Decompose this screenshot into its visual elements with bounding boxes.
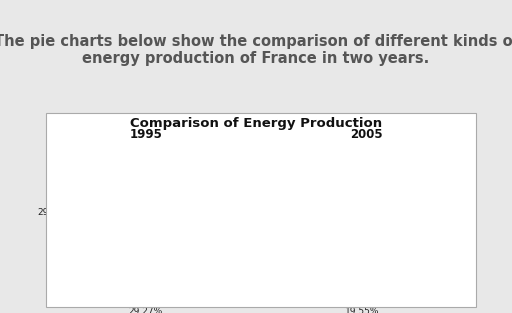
Wedge shape (146, 213, 210, 252)
Text: Petro
29.27%: Petro 29.27% (129, 296, 163, 313)
Text: Gas
29.63%: Gas 29.63% (37, 198, 72, 217)
Wedge shape (81, 213, 182, 280)
Wedge shape (146, 213, 201, 270)
Text: Other
9.10%: Other 9.10% (438, 203, 467, 223)
Text: Petro
19.55%: Petro 19.55% (346, 296, 380, 313)
Text: 1995: 1995 (130, 128, 162, 141)
Text: Other
4.90%: Other 4.90% (214, 200, 243, 219)
Wedge shape (366, 213, 406, 280)
Wedge shape (366, 213, 429, 268)
Text: 2005: 2005 (350, 128, 382, 141)
Text: Comparison of Energy Production: Comparison of Energy Production (130, 117, 382, 131)
Text: Nuclear
10.10%: Nuclear 10.10% (423, 252, 458, 271)
Wedge shape (78, 145, 146, 232)
Text: Coal
30.93%: Coal 30.93% (366, 122, 400, 141)
Text: Gas
30.31%: Gas 30.31% (258, 196, 292, 216)
Wedge shape (146, 145, 214, 233)
Text: The pie charts below show the comparison of different kinds of
energy production: The pie charts below show the comparison… (0, 34, 512, 66)
Wedge shape (366, 145, 434, 238)
Text: Nuclear
6.40%: Nuclear 6.40% (182, 245, 218, 264)
Wedge shape (298, 145, 366, 235)
Wedge shape (302, 213, 366, 280)
Text: Coal
29.80%: Coal 29.80% (151, 123, 185, 143)
